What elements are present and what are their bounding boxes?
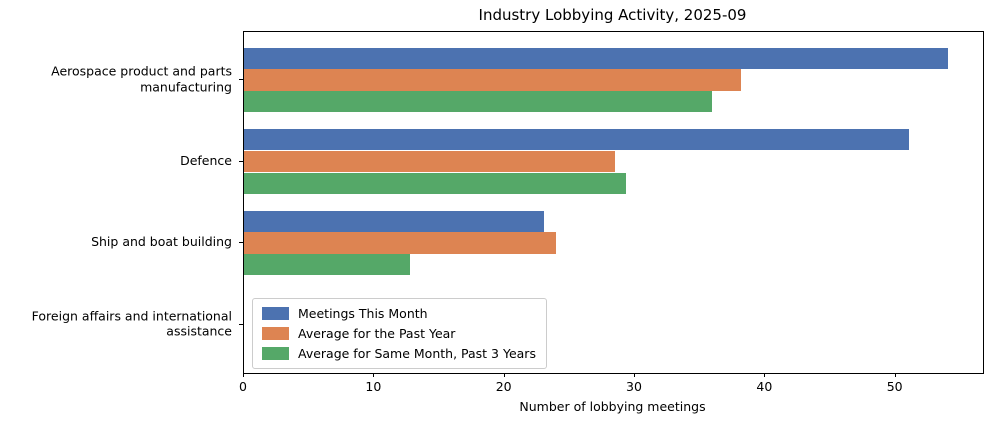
x-tick-mark (894, 373, 896, 377)
bar (244, 129, 909, 151)
bar (244, 150, 616, 173)
bar (244, 47, 948, 69)
x-axis-label: Number of lobbying meetings (519, 399, 706, 414)
y-category-label: Ship and boat building (91, 234, 232, 250)
legend-label: Meetings This Month (298, 306, 428, 321)
y-tick-mark (239, 242, 243, 243)
y-tick-mark (239, 324, 243, 325)
x-tick-label: 40 (756, 379, 773, 394)
bar (244, 69, 741, 91)
bar (244, 172, 626, 194)
bar (244, 210, 544, 232)
y-category-label: Foreign affairs and international assist… (31, 308, 232, 339)
x-axis-ticks: 0 10 20 30 40 50 (239, 372, 982, 398)
legend-swatch (262, 307, 289, 320)
x-tick-mark (373, 373, 375, 377)
x-tick-label: 30 (626, 379, 642, 394)
legend-item: Average for Same Month, Past 3 Years (262, 346, 536, 361)
legend-item: Meetings This Month (262, 306, 536, 321)
plot-area: Meetings This Month Average for the Past … (243, 31, 984, 374)
x-tick-mark (243, 373, 244, 377)
y-tick-mark (239, 79, 243, 80)
x-tick-label: 50 (886, 379, 903, 394)
y-tick-mark (239, 161, 243, 162)
x-tick-mark (634, 373, 635, 377)
chart-title: Industry Lobbying Activity, 2025-09 (478, 6, 747, 24)
legend-label: Average for Same Month, Past 3 Years (298, 346, 536, 361)
x-tick-mark (503, 373, 505, 377)
legend-swatch (262, 347, 289, 360)
legend-item: Average for the Past Year (262, 326, 536, 341)
y-axis-labels: Aerospace product and parts manufacturin… (0, 31, 243, 372)
x-tick-mark (764, 373, 766, 377)
bar (244, 254, 410, 276)
legend-swatch (262, 327, 289, 340)
y-category-label: Defence (180, 152, 232, 168)
bar (244, 232, 556, 254)
bar (244, 91, 712, 113)
legend-label: Average for the Past Year (298, 326, 456, 341)
legend: Meetings This Month Average for the Past … (252, 298, 547, 369)
y-category-label: Aerospace product and parts manufacturin… (51, 63, 232, 95)
x-tick-label: 0 (239, 379, 247, 394)
x-tick-label: 20 (495, 379, 512, 394)
x-tick-label: 10 (365, 379, 382, 394)
